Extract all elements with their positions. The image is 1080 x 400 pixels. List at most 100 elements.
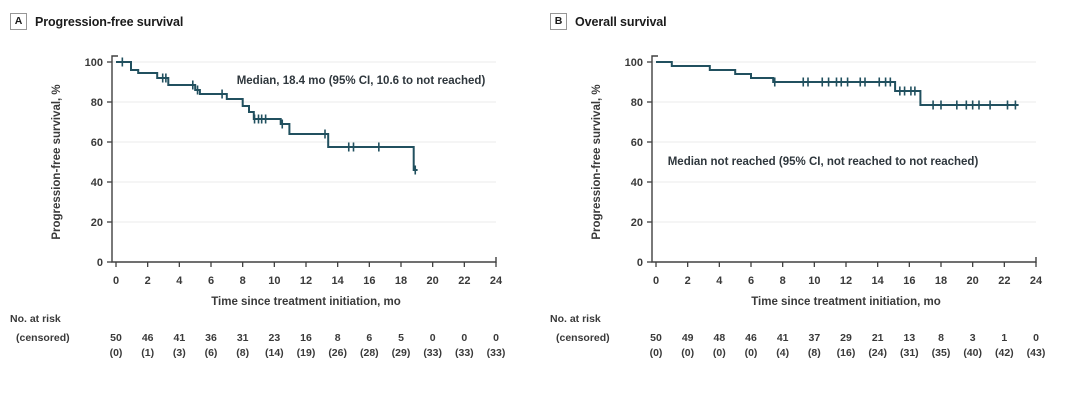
at-risk-value: 50 <box>110 332 122 344</box>
at-risk-value: 23 <box>268 332 280 344</box>
at-risk-value: 49 <box>682 332 694 344</box>
at-risk-value: 46 <box>142 332 154 344</box>
x-tick-label: 0 <box>653 275 659 287</box>
censored-value: (31) <box>900 347 919 359</box>
censor-marks <box>773 77 1017 110</box>
censored-value: (16) <box>837 347 856 359</box>
median-annotation: Median, 18.4 mo (95% CI, 10.6 to not rea… <box>237 75 486 87</box>
at-risk-value: 0 <box>461 332 467 344</box>
panel-b-header: B Overall survival <box>550 13 667 30</box>
y-tick-label: 40 <box>631 177 643 189</box>
x-tick-label: 14 <box>872 275 885 287</box>
x-tick-label: 20 <box>967 275 979 287</box>
x-tick-label: 22 <box>998 275 1010 287</box>
censored-value: (1) <box>141 347 154 359</box>
censored-value: (0) <box>745 347 758 359</box>
at-risk-value: 46 <box>745 332 757 344</box>
y-tick-label: 40 <box>91 177 103 189</box>
censored-value: (8) <box>808 347 821 359</box>
at-risk-value: 37 <box>808 332 820 344</box>
x-tick-label: 24 <box>490 275 503 287</box>
risk-table-label: No. at risk <box>10 313 61 325</box>
y-tick-label: 60 <box>91 137 103 149</box>
y-tick-label: 100 <box>85 57 103 69</box>
gridlines <box>112 61 496 223</box>
x-tick-label: 10 <box>808 275 820 287</box>
x-tick-label: 24 <box>1030 275 1043 287</box>
x-tick-label: 0 <box>113 275 119 287</box>
tick-marks <box>107 61 497 267</box>
censored-value: (3) <box>173 347 186 359</box>
censored-value: (24) <box>868 347 887 359</box>
y-tick-label: 0 <box>637 257 643 269</box>
risk-table: No. at risk(censored) 50(0)46(1)41(3)36(6… <box>10 313 505 359</box>
censored-value: (33) <box>487 347 506 359</box>
risk-table-censored-label: (censored) <box>16 332 70 344</box>
y-tick-label: 100 <box>625 57 643 69</box>
y-axis-label: Progression-free survival, % <box>591 84 603 239</box>
x-tick-label: 16 <box>903 275 915 287</box>
panel-a-header: A Progression-free survival <box>10 13 183 30</box>
x-tick-label: 2 <box>685 275 691 287</box>
at-risk-value: 31 <box>237 332 249 344</box>
at-risk-value: 1 <box>1001 332 1007 344</box>
x-tick-label: 18 <box>935 275 947 287</box>
y-tick-label: 60 <box>631 137 643 149</box>
censored-value: (28) <box>360 347 379 359</box>
gridlines <box>652 61 1036 223</box>
panel-b-title: Overall survival <box>575 14 667 29</box>
x-tick-label: 12 <box>300 275 312 287</box>
tick-marks <box>647 61 1037 267</box>
censored-value: (35) <box>932 347 951 359</box>
censor-marks <box>121 57 417 175</box>
censored-value: (40) <box>963 347 982 359</box>
x-tick-label: 6 <box>208 275 214 287</box>
y-tick-label: 80 <box>631 97 643 109</box>
censored-value: (0) <box>713 347 726 359</box>
risk-table-label: No. at risk <box>550 313 601 325</box>
censored-value: (0) <box>681 347 694 359</box>
at-risk-value: 5 <box>398 332 404 344</box>
x-tick-label: 16 <box>363 275 375 287</box>
y-tick-label: 20 <box>631 217 643 229</box>
at-risk-value: 48 <box>713 332 725 344</box>
y-tick-label: 80 <box>91 97 103 109</box>
at-risk-value: 0 <box>493 332 499 344</box>
censored-value: (29) <box>392 347 411 359</box>
x-tick-label: 12 <box>840 275 852 287</box>
panel-b-badge: B <box>550 13 567 30</box>
x-axis-label: Time since treatment initiation, mo <box>751 296 941 308</box>
censored-value: (6) <box>205 347 218 359</box>
at-risk-value: 41 <box>777 332 789 344</box>
at-risk-value: 8 <box>938 332 944 344</box>
censored-value: (19) <box>297 347 316 359</box>
censored-value: (43) <box>1027 347 1046 359</box>
panel-overall-survival: B Overall survival 0 20 40 60 80 100 0 2 4 6 8 10 12… <box>540 0 1080 400</box>
at-risk-value: 13 <box>903 332 915 344</box>
censored-value: (42) <box>995 347 1014 359</box>
censored-value: (8) <box>236 347 249 359</box>
y-tick-label: 20 <box>91 217 103 229</box>
x-axis-label: Time since treatment initiation, mo <box>211 296 401 308</box>
censored-value: (33) <box>423 347 442 359</box>
panel-a-badge: A <box>10 13 27 30</box>
x-tick-label: 6 <box>748 275 754 287</box>
x-tick-label: 4 <box>176 275 183 287</box>
x-tick-label: 14 <box>332 275 345 287</box>
at-risk-value: 41 <box>173 332 185 344</box>
y-tick-label: 0 <box>97 257 103 269</box>
censored-value: (26) <box>328 347 347 359</box>
censored-value: (0) <box>650 347 663 359</box>
median-annotation: Median not reached (95% CI, not reached … <box>668 156 979 168</box>
x-tick-label: 4 <box>716 275 723 287</box>
at-risk-value: 29 <box>840 332 852 344</box>
x-tick-label: 8 <box>780 275 786 287</box>
panel-progression-free-survival: A Progression-free survival 0 20 40 60 80 100… <box>10 13 505 359</box>
risk-table: No. at risk (censored) 50 (0) 49 (0) 48 (0) 46 (0… <box>550 313 1045 359</box>
at-risk-value: 50 <box>650 332 662 344</box>
at-risk-value: 8 <box>335 332 341 344</box>
risk-table-censored-label: (censored) <box>556 332 610 344</box>
